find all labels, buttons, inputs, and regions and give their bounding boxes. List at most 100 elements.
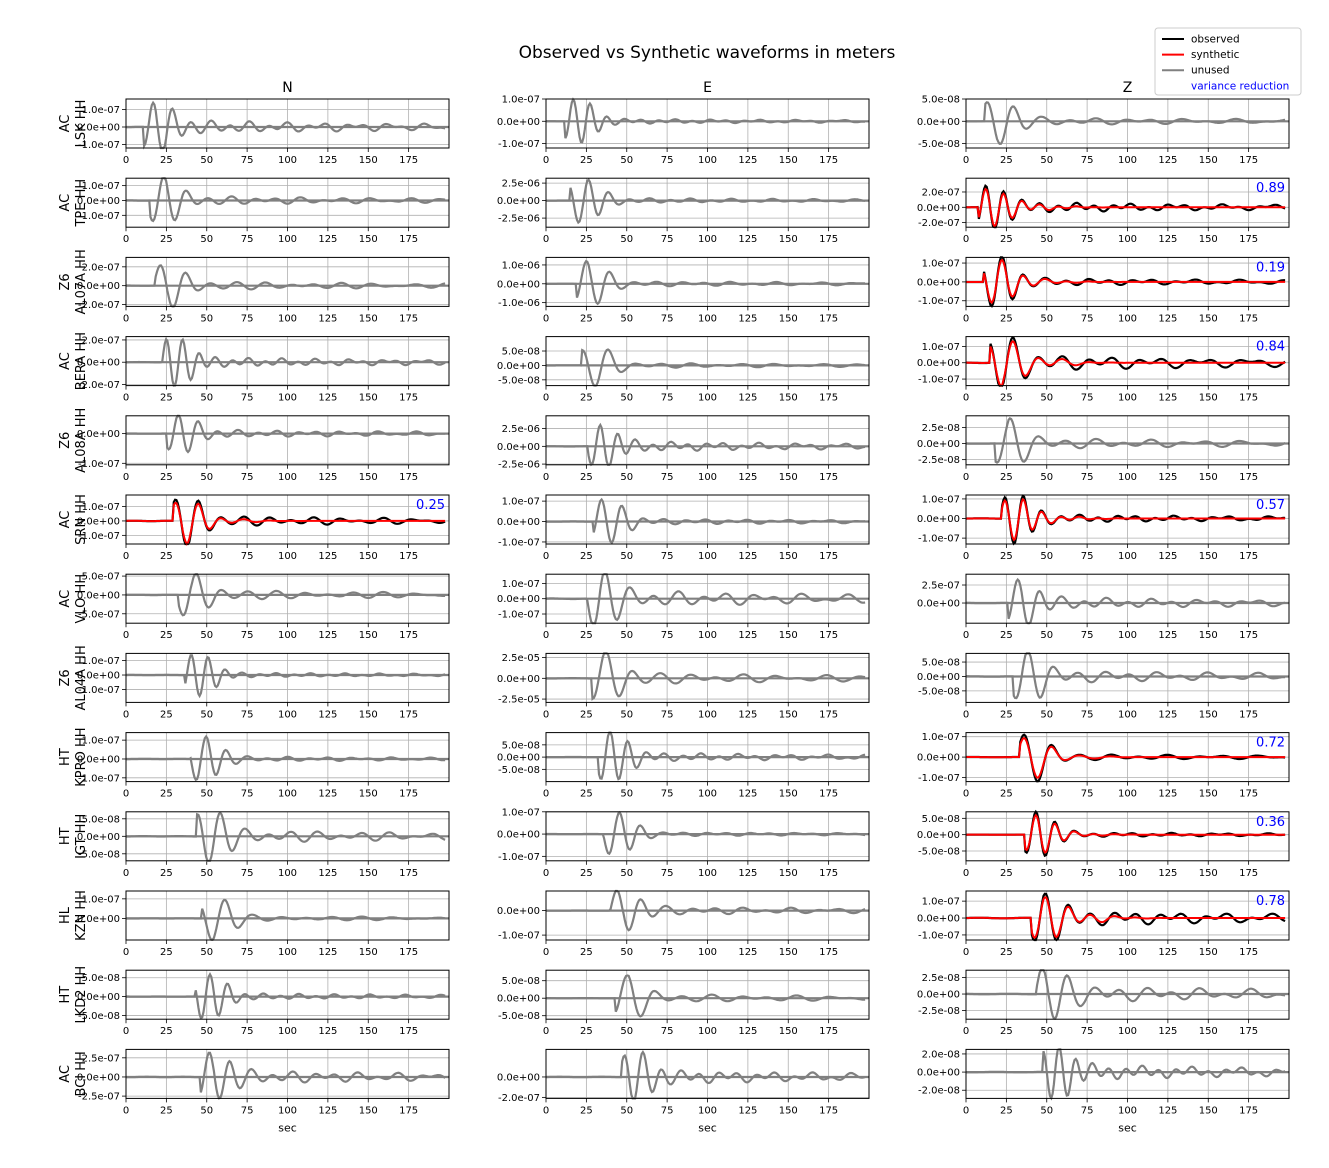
station-name: BCI HH	[74, 1051, 89, 1096]
y-tick-label: 1.0e-07	[82, 105, 120, 116]
x-tick-label: 75	[1081, 551, 1094, 562]
unused-trace	[126, 177, 446, 223]
x-tick-label: 100	[1118, 155, 1137, 166]
panel-frame	[965, 177, 1290, 228]
y-tick-label: 0.0e+00	[497, 279, 540, 290]
x-tick-label: 0	[543, 868, 549, 879]
x-tick-label: 0	[543, 630, 549, 641]
unused-trace	[546, 97, 866, 144]
unused-trace	[126, 264, 446, 308]
unused-trace	[546, 974, 866, 1018]
x-tick-label: 0	[963, 709, 969, 720]
x-tick-label: 25	[160, 155, 173, 166]
x-tick-label: 75	[241, 313, 254, 324]
x-tick-label: 100	[278, 1026, 297, 1037]
y-tick-label: 0.0e+00	[917, 439, 960, 450]
y-tick-label: -5.0e-08	[78, 1011, 120, 1022]
x-tick-label: 75	[661, 947, 674, 958]
y-tick-label: 0.0e+00	[497, 674, 540, 685]
panel-frame	[545, 415, 870, 466]
x-tick-label: 25	[160, 947, 173, 958]
station-label: AC VLO HH	[58, 574, 89, 624]
x-tick-label: 175	[819, 1105, 838, 1116]
waveform-panel: 2.0e-08 0.0e+00 -2.0e-080 25 50 75 100 125 150 17…	[917, 1048, 1290, 1116]
unused-trace	[546, 573, 866, 625]
y-tick-label: 0.0e+00	[917, 514, 960, 525]
x-tick-label: 175	[399, 868, 418, 879]
waveform-panel: 5.0e-080.0e+00-5.0e-080 25 50 75 100 125 150 17…	[917, 652, 1290, 720]
x-tick-label: 25	[580, 472, 593, 483]
x-tick-label: 150	[779, 155, 798, 166]
x-tick-label: 0	[123, 947, 129, 958]
x-tick-label: 125	[1158, 709, 1177, 720]
station-label: AC SRN HH	[58, 494, 89, 545]
x-tick-label: 100	[698, 155, 717, 166]
y-tick-label: 1.0e-07	[502, 579, 540, 590]
y-tick-label: 1.0e-07	[502, 807, 540, 818]
y-tick-label: 0.0e+00	[497, 196, 540, 207]
x-tick-label: 50	[200, 313, 213, 324]
x-tick-label: 75	[241, 868, 254, 879]
x-tick-label: 150	[779, 789, 798, 800]
x-tick-label: 175	[819, 1026, 838, 1037]
y-tick-label: 1.0e-07	[922, 259, 960, 270]
y-tick-label: 1.0e-07	[922, 342, 960, 353]
x-tick-label: 175	[399, 789, 418, 800]
station-network: AC	[58, 590, 73, 608]
y-tick-label: 2.5e-05	[502, 653, 540, 664]
legend: observed synthetic unused variance reductio…	[1154, 27, 1302, 96]
x-tick-label: 50	[1040, 947, 1053, 958]
x-tick-label: 25	[160, 234, 173, 245]
x-tick-label: 75	[661, 313, 674, 324]
x-tick-label: 0	[123, 551, 129, 562]
synthetic-trace	[966, 813, 1286, 854]
y-tick-label: 5.0e-08	[82, 814, 120, 825]
x-tick-label: 75	[241, 789, 254, 800]
y-tick-label: -1.0e-07	[498, 537, 540, 548]
x-tick-label: 175	[1239, 1105, 1258, 1116]
station-network: HT	[58, 748, 73, 766]
x-tick-label: 125	[738, 1105, 757, 1116]
y-tick-label: 0.0e+00	[497, 517, 540, 528]
x-tick-label: 75	[241, 1105, 254, 1116]
x-tick-label: 175	[399, 630, 418, 641]
y-tick-label: 0.0e+00	[917, 753, 960, 764]
x-tick-label: 175	[399, 234, 418, 245]
x-tick-label: 100	[278, 551, 297, 562]
x-tick-label: 100	[1118, 551, 1137, 562]
x-tick-label: 150	[1199, 551, 1218, 562]
station-label: HT LKD2 HH	[58, 966, 89, 1024]
x-tick-label: 175	[819, 947, 838, 958]
x-tick-label: 100	[698, 630, 717, 641]
unused-trace	[546, 348, 866, 387]
legend-label: unused	[1191, 65, 1230, 77]
x-tick-label: 0	[123, 868, 129, 879]
y-tick-label: 5.0e-08	[502, 347, 540, 358]
x-tick-label: 150	[1199, 1026, 1218, 1037]
x-tick-label: 175	[1239, 313, 1258, 324]
unused-trace	[546, 497, 866, 545]
x-tick-label: 150	[1199, 709, 1218, 720]
x-tick-label: 25	[160, 789, 173, 800]
panel-frame	[965, 890, 1290, 941]
y-tick-label: 0.0e+00	[77, 281, 120, 292]
waveform-panel: 5.0e-080.0e+00-5.0e-080 25 50 75 100 125 150 17…	[497, 336, 870, 404]
x-tick-label: 0	[543, 313, 549, 324]
x-tick-label: 75	[241, 947, 254, 958]
x-tick-label: 0	[543, 234, 549, 245]
x-tick-label: 75	[1081, 947, 1094, 958]
panel-frame	[125, 98, 450, 149]
x-tick-label: 175	[1239, 234, 1258, 245]
x-tick-label: 75	[661, 789, 674, 800]
waveform-panel: 2.5e-06 0.0e+00 -2.5e-060 25 50 75 100 125 150 17…	[497, 415, 870, 483]
unused-trace	[125, 1051, 446, 1100]
y-tick-label: 0.0e+00	[77, 992, 120, 1003]
y-tick-label: 0.0e+00	[77, 123, 120, 134]
x-tick-label: 50	[620, 551, 633, 562]
x-tick-label: 25	[580, 155, 593, 166]
waveform-panel: 2.0e-07 0.0e+00 -2.0e-070 25 50 75 100 125 150 17…	[77, 256, 450, 324]
x-tick-label: 75	[661, 472, 674, 483]
panel-frame	[965, 415, 1290, 466]
x-tick-label: 125	[1158, 393, 1177, 404]
x-tick-label: 75	[241, 551, 254, 562]
